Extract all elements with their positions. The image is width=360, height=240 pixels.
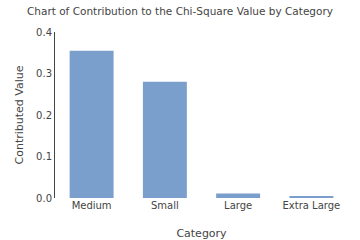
- svg-text:0.4: 0.4: [36, 27, 52, 38]
- svg-text:Large: Large: [224, 200, 252, 211]
- svg-text:0.3: 0.3: [36, 68, 52, 79]
- svg-text:Small: Small: [151, 200, 179, 211]
- svg-text:Chart of Contribution to the C: Chart of Contribution to the Chi-Square …: [27, 5, 333, 17]
- svg-text:Extra Large: Extra Large: [283, 200, 341, 211]
- svg-text:0.1: 0.1: [36, 151, 52, 162]
- svg-text:0.0: 0.0: [36, 193, 52, 204]
- svg-text:Category: Category: [176, 227, 227, 240]
- svg-text:Contributed Value: Contributed Value: [13, 65, 26, 164]
- svg-text:0.2: 0.2: [36, 110, 52, 121]
- svg-text:Medium: Medium: [72, 200, 112, 211]
